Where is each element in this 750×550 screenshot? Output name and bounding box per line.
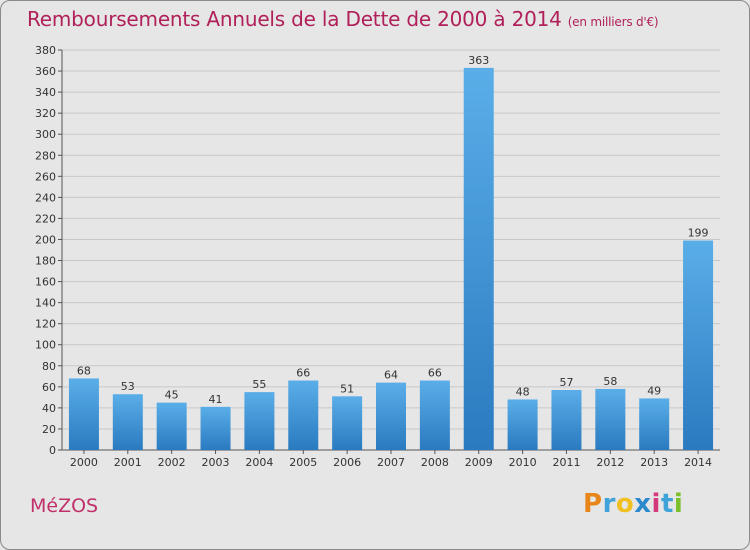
labels: 68 2000 53 2001 45 2002 41 2003 55 2004 66 2005 51 20…	[70, 54, 712, 469]
logo-letter: r	[602, 489, 616, 519]
bar-2000	[68, 378, 99, 450]
y-tick-label: 320	[35, 107, 56, 120]
data-label-2011: 57	[559, 376, 573, 389]
bars	[68, 67, 714, 450]
data-label-2001: 53	[121, 380, 135, 393]
data-label-2009: 363	[468, 54, 489, 67]
data-label-2012: 58	[603, 375, 617, 388]
x-tick-label: 2000	[70, 456, 98, 469]
y-tick-label: 100	[35, 339, 56, 352]
y-tick-label: 260	[35, 170, 56, 183]
data-label-2002: 45	[165, 389, 179, 402]
y-tick-label: 120	[35, 318, 56, 331]
data-label-2000: 68	[77, 364, 91, 377]
x-tick-label: 2001	[114, 456, 142, 469]
bar-2003	[200, 406, 231, 450]
y-tick-label: 300	[35, 128, 56, 141]
data-label-2014: 199	[688, 227, 709, 240]
chart-unit: (en milliers d'€)	[567, 15, 659, 29]
x-tick-label: 2013	[640, 456, 668, 469]
data-label-2006: 51	[340, 382, 354, 395]
data-label-2003: 41	[209, 393, 223, 406]
x-tick-label: 2012	[596, 456, 624, 469]
x-tick-label: 2002	[158, 456, 186, 469]
x-tick-label: 2007	[377, 456, 405, 469]
logo-letter: t	[660, 489, 674, 519]
x-tick-label: 2008	[421, 456, 449, 469]
x-tick-label: 2009	[465, 456, 493, 469]
bar-2013	[639, 398, 670, 450]
bar-2002	[156, 402, 187, 450]
y-tick-label: 140	[35, 297, 56, 310]
y-tick-label: 0	[49, 444, 56, 457]
y-tick-label: 40	[42, 402, 56, 415]
y-tick-label: 340	[35, 86, 56, 99]
logo-letter: i	[651, 489, 661, 519]
y-tick-label: 280	[35, 149, 56, 162]
bar-2004	[244, 392, 275, 450]
x-tick-label: 2011	[552, 456, 580, 469]
x-tick-label: 2003	[202, 456, 230, 469]
bar-2012	[595, 388, 626, 450]
bar-2008	[419, 380, 450, 450]
bar-2014	[683, 240, 714, 450]
data-label-2013: 49	[647, 384, 661, 397]
y-tick-label: 220	[35, 212, 56, 225]
logo-letter: P	[583, 489, 603, 519]
bar-2005	[288, 380, 319, 450]
x-tick-label: 2004	[245, 456, 273, 469]
data-label-2005: 66	[296, 367, 310, 380]
x-tick-label: 2010	[509, 456, 537, 469]
logo-letter: o	[615, 489, 635, 519]
bar-2001	[112, 394, 143, 450]
place-name: MéZOS	[30, 495, 99, 517]
y-tick-label: 360	[35, 65, 56, 78]
y-tick-label: 380	[35, 44, 56, 57]
y-tick-label: 80	[42, 360, 56, 373]
bar-2009	[463, 67, 494, 450]
y-tick-label: 180	[35, 255, 56, 268]
logo-letter: i	[673, 489, 684, 519]
bar-2006	[332, 396, 363, 450]
x-tick-label: 2006	[333, 456, 361, 469]
proxiti-logo: Proxiti	[583, 489, 683, 519]
x-tick-label: 2005	[289, 456, 317, 469]
data-label-2008: 66	[428, 367, 442, 380]
y-tick-label: 20	[42, 423, 56, 436]
data-label-2010: 48	[516, 385, 530, 398]
bar-2011	[551, 390, 582, 450]
logo-letter: x	[634, 489, 652, 519]
chart-title: Remboursements Annuels de la Dette de 20…	[27, 7, 659, 31]
chart-title-text: Remboursements Annuels de la Dette de 20…	[27, 7, 562, 31]
y-tick-label: 160	[35, 276, 56, 289]
data-label-2007: 64	[384, 369, 398, 382]
bar-2007	[376, 382, 406, 450]
y-tick-label: 240	[35, 191, 56, 204]
y-tick-label: 60	[42, 381, 56, 394]
bar-2010	[507, 399, 538, 450]
y-tick-label: 200	[35, 233, 56, 246]
data-label-2004: 55	[252, 378, 266, 391]
x-tick-label: 2014	[684, 456, 712, 469]
